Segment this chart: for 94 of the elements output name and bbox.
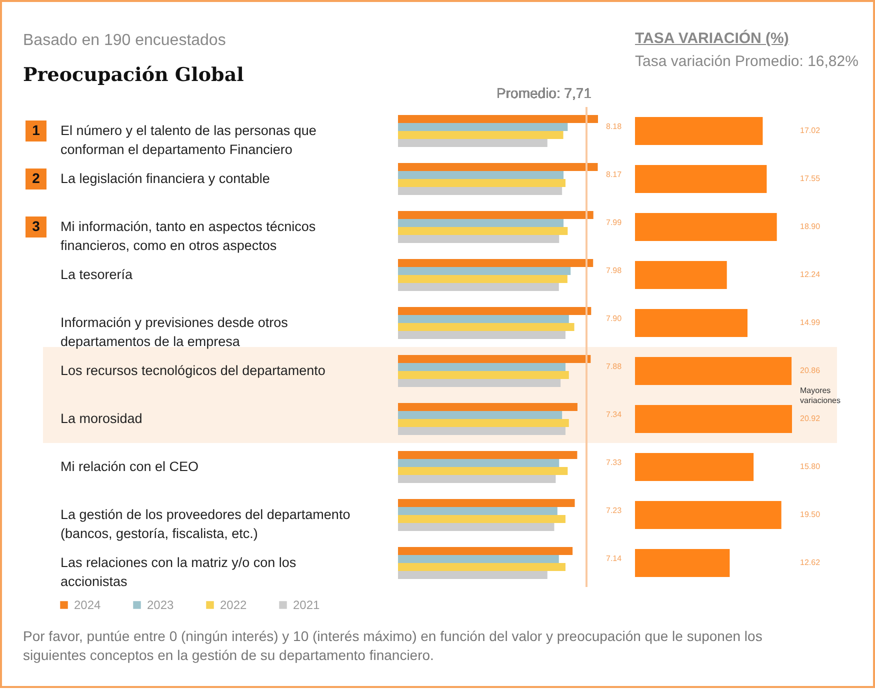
data-label: 7.23: [606, 506, 622, 515]
bar: [398, 379, 561, 387]
data-label: 8.18: [606, 122, 622, 131]
bar: [398, 259, 594, 267]
y-tick-label: Los recursos tecnológicos del departamento: [60, 363, 326, 378]
data-label: 7.33: [606, 458, 622, 467]
bar: [398, 459, 560, 467]
band-label: Mayores variaciones: [800, 386, 840, 405]
data-label: 7.99: [606, 218, 622, 227]
text: 1: [32, 122, 40, 138]
bar: [398, 515, 566, 523]
y-tick-label: Información y previsiones desde otros departamentos de la empresa: [60, 315, 288, 349]
bar: [398, 267, 571, 275]
bar: [398, 523, 554, 531]
data-label: 20.86: [800, 366, 821, 375]
bar: [635, 453, 754, 481]
data-label: 7.90: [606, 314, 622, 323]
bar: [398, 467, 568, 475]
y-tick-label: La gestión de los proveedores del departamento (bancos, gestoría, fiscalista, etc.): [60, 507, 350, 541]
text: 2: [32, 170, 40, 186]
bar: [398, 227, 568, 235]
bar: [398, 371, 569, 379]
bar: [398, 211, 594, 219]
bar: [635, 261, 727, 289]
chart-title: TASA VARIACIÓN (%): [635, 30, 790, 47]
bar: [398, 235, 560, 243]
bar: [398, 403, 578, 411]
bar: [398, 179, 566, 187]
bar: [398, 219, 564, 227]
y-tick-label: La morosidad: [60, 411, 142, 426]
bar: [398, 355, 591, 363]
y-tick-label: Las relaciones con la matriz y/o con los accionistas: [60, 555, 296, 589]
text: Preocupación Global: [23, 64, 244, 86]
data-label: 14.99: [800, 318, 821, 327]
bar: [635, 357, 792, 385]
text: Basado en 190 encuestados: [23, 32, 226, 50]
bar: [398, 427, 566, 435]
legend-label: 2023: [147, 598, 174, 612]
data-label: 7.34: [606, 410, 622, 419]
y-tick-label: La legislación financiera y contable: [60, 171, 270, 186]
bar: [635, 549, 730, 577]
bar: [398, 451, 578, 459]
bar: [398, 571, 548, 579]
bar: [398, 275, 568, 283]
bar: [635, 309, 748, 337]
data-label: 12.24: [800, 270, 821, 279]
bar: [398, 187, 562, 195]
data-label: 17.02: [800, 126, 821, 135]
bar: [398, 115, 598, 123]
chart-subtitle: Tasa variación Promedio: 16,82%: [635, 53, 858, 70]
bar: [398, 363, 566, 371]
data-label: 8.17: [606, 170, 622, 179]
y-tick-label: Mi información, tanto en aspectos técnicos financieros, como en otros aspectos: [60, 219, 316, 253]
data-label: 7.98: [606, 266, 622, 275]
bar: [635, 501, 782, 529]
text: Por favor, puntúe entre 0 (ningún interés) y 10 (interés máximo) en función del valor y preocupación que le suponen los siguientes conceptos en la gestión de su departamento financiero.: [23, 627, 764, 665]
bar: [398, 499, 575, 507]
bar: [398, 331, 566, 339]
bar: [635, 213, 777, 241]
y-tick-label: La tesorería: [60, 267, 134, 282]
data-label: 7.88: [606, 362, 622, 371]
bar: [398, 507, 558, 515]
bar: [398, 315, 569, 323]
bar: [398, 283, 559, 291]
bar: [398, 171, 564, 179]
bar: [398, 323, 574, 331]
bar: [398, 123, 568, 131]
bar: [635, 117, 763, 145]
data-label: 7.14: [606, 554, 622, 563]
y-tick-label: Mi relación con el CEO: [60, 459, 199, 474]
bar: [398, 139, 548, 147]
data-label: 17.55: [800, 174, 821, 183]
bar: [398, 547, 573, 555]
bar: [635, 165, 767, 193]
y-tick-label: El número y el talento de las personas que conforman el departamento Financiero: [60, 123, 316, 157]
bar: [398, 307, 592, 315]
bar: [398, 555, 559, 563]
bar: [398, 563, 566, 571]
bar: [398, 419, 569, 427]
legend-label: 2021: [293, 598, 320, 612]
data-label: 18.90: [800, 222, 821, 231]
bar: [635, 405, 792, 433]
data-label: 19.50: [800, 510, 821, 519]
legend-label: 2024: [74, 598, 102, 612]
bar: [398, 411, 562, 419]
text: 3: [32, 218, 40, 234]
legend-label: 2022: [220, 598, 248, 612]
ref-line-label: Promedio: 7,71: [496, 85, 592, 101]
bar: [398, 163, 598, 171]
data-label: 12.62: [800, 558, 821, 567]
bar: [398, 131, 564, 139]
data-label: 20.92: [800, 414, 821, 423]
data-label: 15.80: [800, 462, 821, 471]
bar: [398, 475, 556, 483]
